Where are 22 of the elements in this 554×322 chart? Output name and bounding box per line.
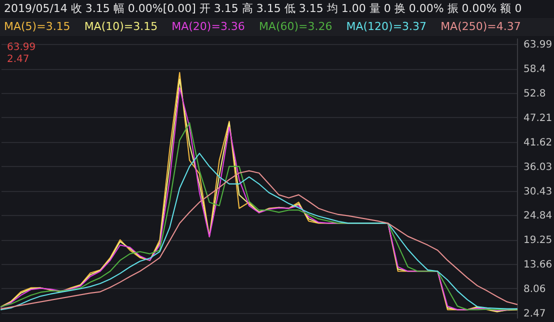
text: MA(5)=3.15 xyxy=(4,20,70,33)
y-tick-label: 30.43 xyxy=(524,186,552,198)
text: MA(10)=3.15 xyxy=(84,20,158,33)
y-tick-label: 19.25 xyxy=(524,235,552,246)
line-series xyxy=(0,122,518,310)
y-tick-label: 13.66 xyxy=(524,260,552,271)
annotation: 63.99 xyxy=(7,42,36,53)
y-tick-label: 36.03 xyxy=(524,162,552,173)
text: MA(250)=4.37 xyxy=(440,20,521,33)
y-tick-label: 24.84 xyxy=(524,210,552,222)
chart-title: 2019/05/14 收 3.15 幅 0.00%[0.00] 开 3.15 高 3.15 低 3.15 均 1.00 量 0 换 0.00% 振 0.00% 额 0 xyxy=(3,1,523,17)
text: MA(20)=3.36 xyxy=(172,20,245,33)
y-tick-label: 52.8 xyxy=(524,88,546,100)
text: MA(60)=3.26 xyxy=(258,20,332,33)
y-tick-label: 47.21 xyxy=(524,112,552,124)
y-tick-label: 41.62 xyxy=(524,137,552,148)
text: MA(120)=3.37 xyxy=(346,20,427,33)
y-tick-label: 8.06 xyxy=(524,284,546,295)
y-tick-label: 58.4 xyxy=(524,64,546,76)
y-tick-label: 2.47 xyxy=(524,308,546,320)
y-tick-label: 63.99 xyxy=(524,40,552,51)
annotation: 2.47 xyxy=(7,54,30,65)
